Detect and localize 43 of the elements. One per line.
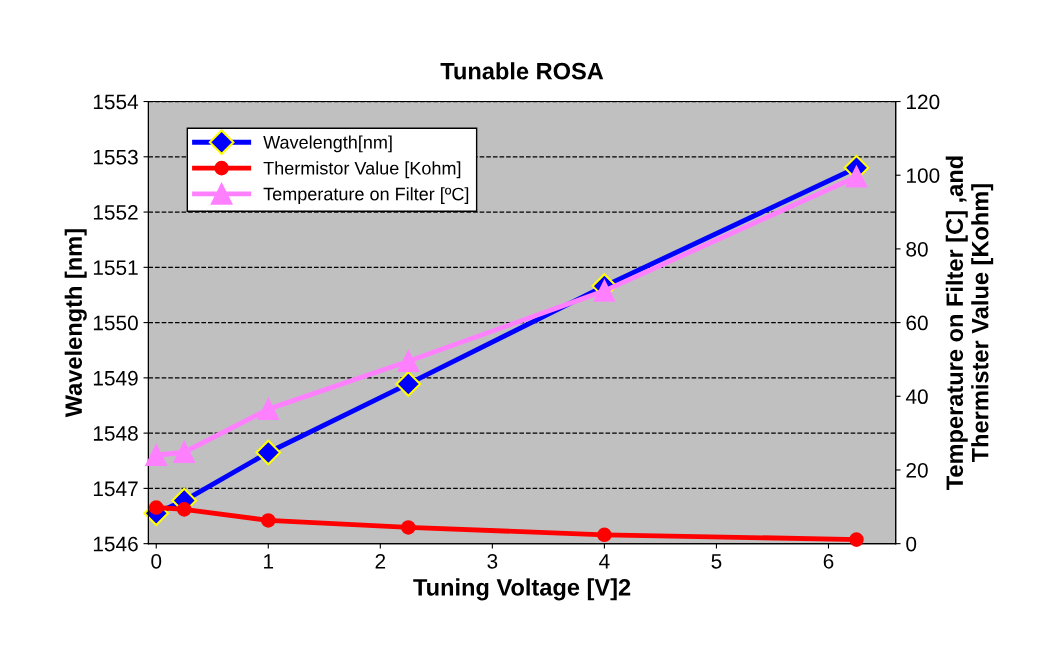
y2-tick-label: 100: [907, 168, 940, 183]
y-tick-label: 1553: [93, 149, 138, 165]
y-tick-label: 1554: [93, 94, 139, 110]
y2-tick-label: 0: [906, 536, 917, 552]
point: [845, 165, 868, 188]
point: [397, 350, 420, 373]
y2-axis-title: Temperature on Filter [C] ,and Thermister Value [Kohm]: [945, 156, 994, 491]
y-tick-label: 1546: [93, 536, 138, 552]
y-tick-label: 1548: [93, 426, 138, 441]
legend-label: Temperature on Filter [ºC]: [263, 187, 469, 205]
y-tick-label: 1550: [93, 315, 138, 331]
x-tick-label: 2: [375, 553, 386, 569]
y-tick-label: 1552: [93, 205, 138, 220]
y-axis-title: Wavelength [nm]: [64, 229, 87, 418]
point: [260, 513, 276, 528]
chart-title: Tunable ROSA: [440, 62, 604, 80]
x-axis-title: Tuning Voltage [V]2: [413, 578, 631, 601]
point: [849, 532, 864, 547]
y-tick-label: 1549: [93, 370, 138, 386]
y2-tick-label: 40: [905, 389, 928, 405]
point: [597, 527, 612, 543]
y-tick-label: 1547: [93, 481, 138, 497]
x-tick-label: 5: [711, 554, 722, 569]
point: [255, 439, 282, 466]
y2-tick-label: 60: [906, 315, 928, 331]
point: [593, 280, 616, 302]
y2-tick-label: 120: [907, 94, 940, 110]
point: [176, 502, 192, 517]
point: [395, 371, 422, 397]
y-tick-label: 1551: [93, 260, 138, 276]
point: [257, 398, 280, 420]
y2-tick-label: 20: [906, 462, 928, 478]
x-tick-label: 1: [264, 554, 274, 569]
point: [401, 520, 416, 535]
legend-label: Thermistor Value [Kohm]: [263, 161, 461, 179]
x-tick-label: 3: [487, 553, 498, 569]
x-tick-label: 6: [823, 553, 834, 569]
x-tick-label: 0: [151, 553, 162, 569]
y2-tick-label: 80: [906, 241, 928, 257]
x-tick-label: 4: [599, 554, 610, 569]
legend-label: Wavelength[nm]: [263, 135, 392, 153]
point: [173, 441, 196, 464]
point: [145, 444, 168, 466]
